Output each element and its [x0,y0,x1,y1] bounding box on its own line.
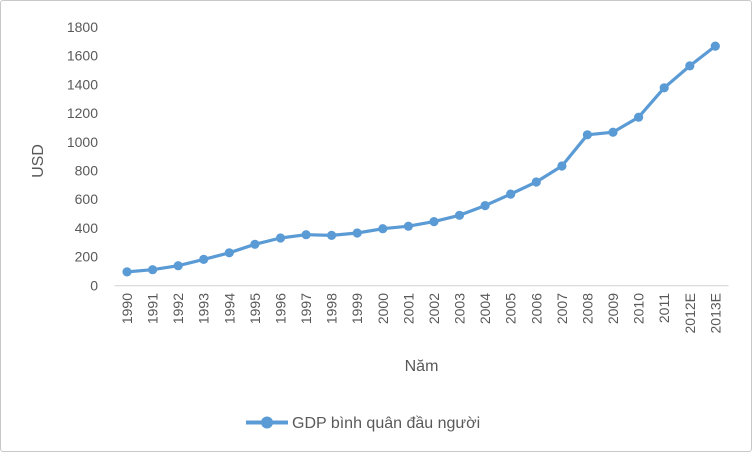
x-tick-label: 2010 [631,293,647,324]
gdp-line-series [122,41,720,277]
y-tick-label: 1800 [67,19,98,35]
data-point-2013E [710,41,720,51]
x-tick-label: 2008 [579,293,595,324]
x-tick-label: 1998 [324,293,340,324]
y-axis-tick-labels: 0 200 400 600 800 1000 1200 1400 1600 1800 [67,19,98,293]
data-point-2012E [685,61,695,71]
x-tick-label: 2013E [707,293,723,333]
data-point-2000 [378,224,388,234]
x-tick-label: 1994 [221,293,237,324]
legend-dot-marker-icon [261,416,273,429]
x-axis-title: Năm [405,358,439,375]
x-tick-label: 2001 [400,293,416,324]
x-tick-label: 2007 [554,293,570,324]
data-point-1992 [173,261,183,271]
y-axis-title: USD [30,144,47,178]
x-tick-label: 2009 [605,293,621,324]
data-point-2005 [506,189,516,199]
x-tick-label: 2012E [682,293,698,333]
y-tick-label: 600 [75,191,99,207]
x-tick-label: 1997 [298,293,314,324]
x-tick-label: 1995 [247,293,263,324]
data-point-2007 [557,161,567,171]
x-axis-tick-labels: 1990 1991 1992 1993 1994 1995 1996 1997 1998 1999… [119,293,723,334]
data-point-2004 [480,201,490,211]
data-point-2011 [659,83,669,93]
legend-label: GDP bình quân đầu người [292,415,480,432]
y-tick-label: 1600 [67,48,98,64]
data-point-2003 [454,210,465,220]
x-tick-label: 2003 [452,293,468,324]
data-point-2009 [608,127,618,137]
y-tick-label: 1000 [67,134,98,150]
y-tick-label: 800 [75,163,99,179]
x-tick-label: 2005 [503,293,519,324]
series-line [125,44,717,274]
data-point-1990 [122,267,132,277]
data-point-2002 [429,217,439,227]
x-tick-label: 2002 [426,293,442,324]
x-tick-label: 1991 [145,293,161,324]
x-tick-label: 1993 [196,293,212,324]
data-point-1993 [199,254,209,264]
y-tick-label: 1200 [67,105,98,121]
x-tick-label: 2006 [528,293,544,324]
data-point-1999 [352,228,362,238]
x-tick-label: 1992 [170,293,186,324]
data-point-2001 [403,221,413,231]
x-tick-label: 2000 [375,293,391,324]
data-point-2010 [634,112,644,122]
data-point-1997 [301,230,311,240]
legend: GDP bình quân đầu người [246,415,480,432]
data-point-1996 [275,233,286,243]
data-point-1995 [250,239,260,249]
data-point-1994 [224,248,234,258]
data-point-1998 [327,230,337,240]
x-tick-label: 1999 [349,293,365,324]
x-tick-label: 1990 [119,293,135,324]
data-point-2006 [531,177,541,187]
x-tick-label: 2011 [656,293,672,323]
y-tick-label: 0 [90,277,98,293]
y-tick-label: 1400 [67,76,98,92]
data-point-2008 [582,130,593,140]
x-tick-label: 1996 [273,293,289,324]
y-tick-label: 200 [75,249,99,265]
y-tick-label: 400 [75,220,99,236]
x-tick-label: 2004 [477,293,493,324]
data-point-1991 [148,265,158,275]
